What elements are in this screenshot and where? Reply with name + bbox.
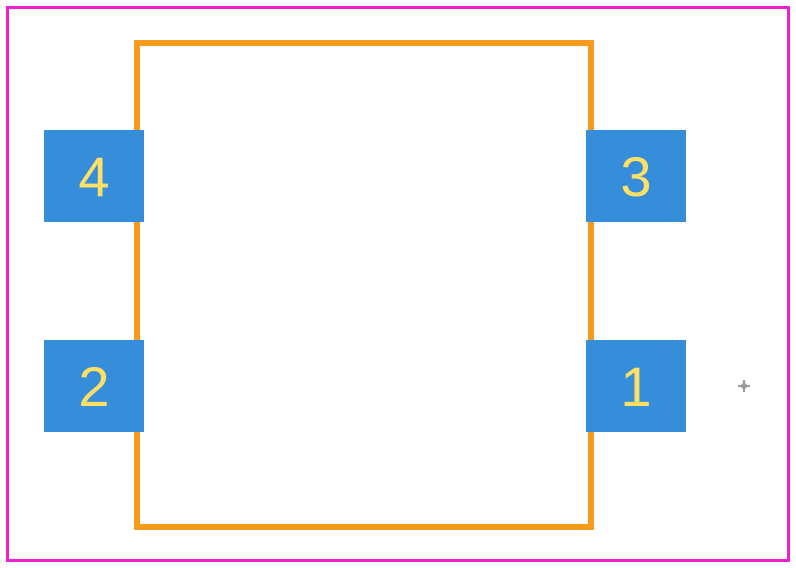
origin-dot-icon [741, 383, 747, 389]
origin-marker-icon [737, 379, 751, 393]
pad-4-label: 4 [78, 144, 109, 209]
pad-2: 2 [44, 340, 144, 432]
pad-1: 1 [586, 340, 686, 432]
pad-1-label: 1 [620, 354, 651, 419]
component-body-outline [134, 40, 594, 530]
pad-3: 3 [586, 130, 686, 222]
pad-3-label: 3 [620, 144, 651, 209]
pad-2-label: 2 [78, 354, 109, 419]
pad-4: 4 [44, 130, 144, 222]
